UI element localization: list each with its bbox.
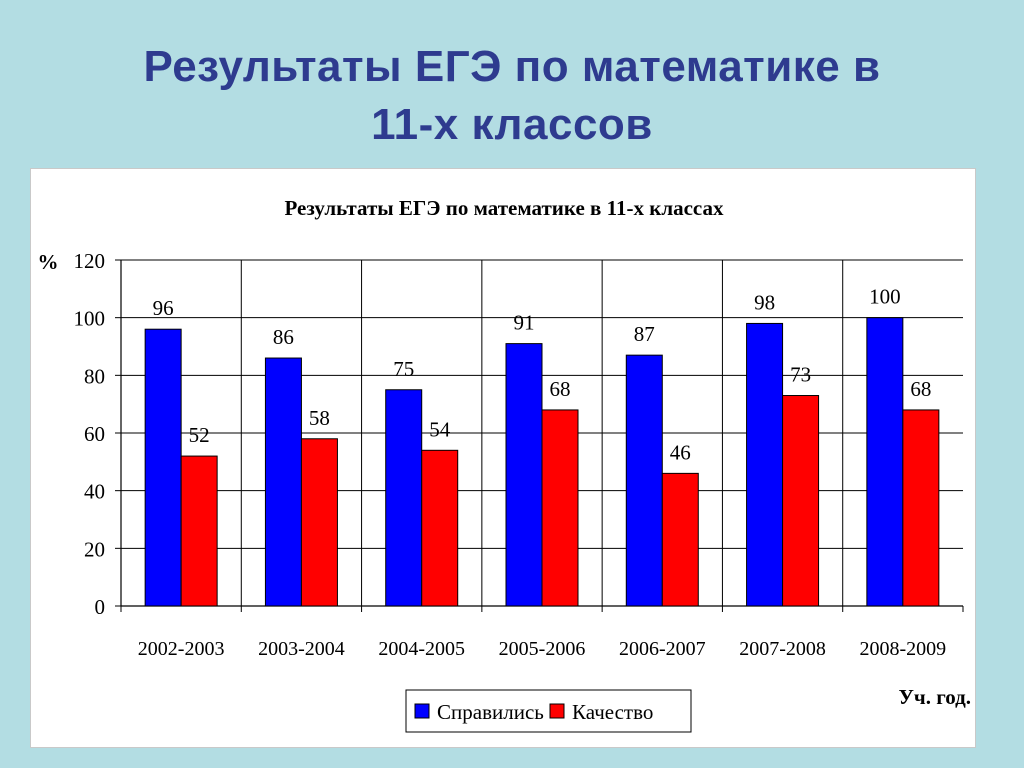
y-tick-label: 0 [95, 595, 106, 619]
bar-kachestvo [180, 455, 218, 607]
bar-value-label: 96 [153, 296, 174, 320]
legend: Справились Качество [405, 689, 692, 733]
bar-value-label: 75 [393, 357, 414, 381]
bar-spravilis [866, 317, 904, 607]
bars-layer [144, 317, 940, 607]
bar-value-label: 100 [869, 285, 901, 309]
y-tick-label: 120 [74, 249, 106, 273]
legend-label: Справились [437, 700, 544, 724]
y-axis-label: % [38, 250, 59, 274]
slide-title-line-1: Результаты ЕГЭ по математике в [143, 42, 881, 91]
bar-value-label: 52 [189, 423, 210, 447]
x-tick-label: 2005-2006 [499, 638, 586, 660]
bar-value-label: 54 [429, 417, 451, 441]
x-tick-label: 2004-2005 [378, 638, 465, 660]
y-tick-label: 80 [84, 364, 105, 388]
y-tick-label: 100 [74, 307, 106, 331]
bar-value-label: 73 [790, 363, 811, 387]
bar-kachestvo [541, 409, 579, 607]
x-tick-label: 2002-2003 [138, 638, 225, 660]
bar-spravilis [385, 389, 423, 607]
y-tick-label: 60 [84, 422, 105, 446]
bar-value-label: 68 [910, 377, 931, 401]
bar-chart: Результаты ЕГЭ по математике в 11-х клас… [38, 196, 971, 733]
legend-swatch [549, 703, 565, 719]
x-tick-label: 2006-2007 [619, 638, 706, 660]
bar-value-label: 91 [514, 311, 535, 335]
y-tick-label: 20 [84, 537, 105, 561]
labels-layer: 0 20 40 60 80 100 120 96 52 2002-2003 86 58 2003-200… [74, 249, 947, 660]
legend-label: Качество [572, 700, 653, 724]
bar-kachestvo [300, 438, 338, 607]
chart-panel: Результаты ЕГЭ по математике в 11-х клас… [30, 168, 976, 748]
bar-value-label: 86 [273, 325, 294, 349]
x-axis-label: Уч. год. [898, 685, 971, 709]
bar-spravilis [144, 328, 182, 607]
x-tick-label: 2003-2004 [258, 638, 345, 660]
slide-title-line-2: 11-х классов [371, 100, 653, 149]
bar-value-label: 58 [309, 406, 330, 430]
x-tick-label: 2007-2008 [739, 638, 826, 660]
bar-kachestvo [421, 449, 459, 607]
legend-swatch [414, 703, 430, 719]
bar-kachestvo [902, 409, 940, 607]
bar-value-label: 87 [634, 322, 655, 346]
bar-spravilis [625, 354, 663, 607]
bar-spravilis [505, 343, 543, 607]
bar-kachestvo [661, 472, 699, 607]
chart-title: Результаты ЕГЭ по математике в 11-х клас… [284, 196, 724, 220]
legend-box [405, 689, 692, 733]
slide-title: Результаты ЕГЭ по математике в 11-х клас… [0, 38, 1024, 154]
bar-value-label: 68 [550, 377, 571, 401]
bar-value-label: 46 [670, 440, 691, 464]
bar-spravilis [746, 322, 784, 607]
y-tick-label: 40 [84, 480, 105, 504]
bar-kachestvo [782, 395, 820, 607]
x-tick-label: 2008-2009 [860, 638, 947, 660]
bar-value-label: 98 [754, 290, 775, 314]
bar-spravilis [264, 357, 302, 607]
